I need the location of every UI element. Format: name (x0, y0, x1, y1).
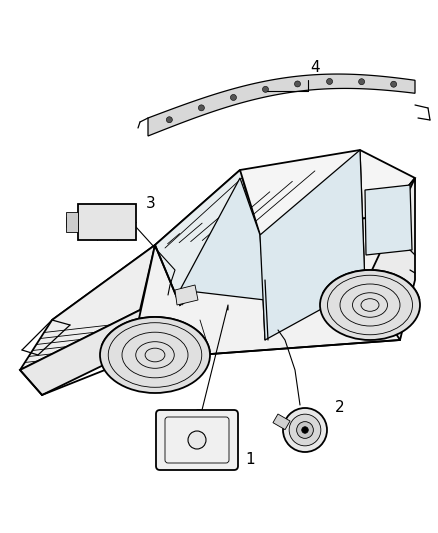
Text: 2: 2 (335, 400, 345, 416)
Circle shape (289, 414, 321, 446)
Polygon shape (148, 74, 415, 136)
Circle shape (262, 86, 268, 92)
Polygon shape (20, 310, 155, 395)
FancyBboxPatch shape (156, 410, 238, 470)
Ellipse shape (320, 270, 420, 340)
Bar (66, 212, 78, 232)
Polygon shape (175, 285, 198, 305)
Polygon shape (180, 178, 265, 300)
Circle shape (294, 81, 300, 87)
Polygon shape (52, 235, 260, 320)
Text: 1: 1 (245, 453, 254, 467)
Polygon shape (130, 178, 415, 360)
Circle shape (166, 117, 173, 123)
Circle shape (198, 105, 205, 111)
Circle shape (359, 79, 364, 85)
Polygon shape (20, 245, 155, 370)
Ellipse shape (100, 317, 210, 393)
Polygon shape (365, 185, 412, 255)
Bar (273, 414, 290, 430)
Polygon shape (155, 170, 260, 305)
Circle shape (327, 78, 332, 84)
Circle shape (302, 427, 308, 433)
Circle shape (283, 408, 327, 452)
Polygon shape (365, 178, 415, 340)
Text: 3: 3 (146, 197, 156, 212)
Circle shape (391, 81, 397, 87)
Bar (78, 204, 136, 240)
Circle shape (230, 94, 237, 100)
Circle shape (188, 431, 206, 449)
Polygon shape (155, 150, 415, 245)
Circle shape (297, 422, 313, 438)
Text: 4: 4 (310, 61, 320, 76)
Polygon shape (260, 150, 365, 340)
